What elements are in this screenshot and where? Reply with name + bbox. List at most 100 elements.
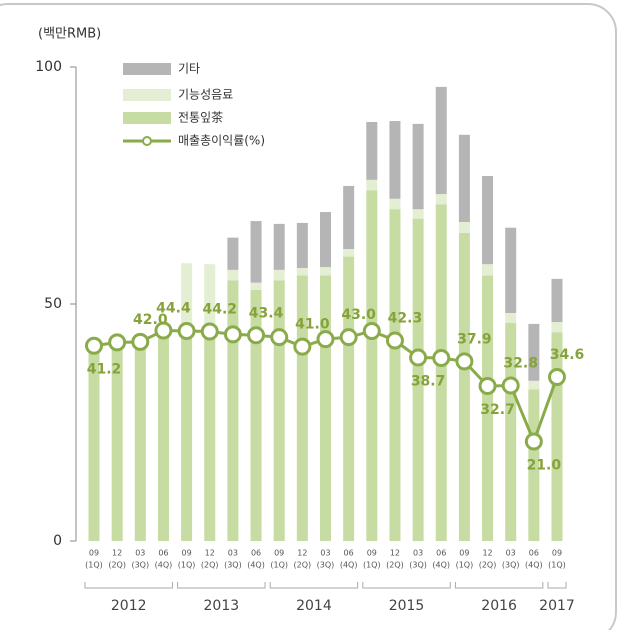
x-tick-label: 06 (158, 549, 168, 558)
x-tick-label: (4Q) (432, 561, 450, 570)
data-label: 42.0 (133, 312, 168, 328)
bar-segment (412, 218, 424, 541)
legend-label: 기능성음료 (178, 88, 233, 102)
bar-segment (528, 380, 540, 390)
legend-label: 매출총이익률(%) (178, 134, 265, 148)
x-tick-label: (3Q) (224, 561, 242, 570)
line-point (131, 332, 150, 351)
bar-segment (250, 282, 262, 290)
x-tick-label: (2Q) (479, 561, 497, 570)
bar-segment (412, 123, 424, 210)
y-tick-label: 0 (53, 533, 62, 549)
legend-label: 기타 (178, 62, 200, 76)
bar-segment (157, 332, 169, 541)
data-label: 38.7 (411, 374, 446, 390)
year-bracket (177, 582, 266, 589)
line-point (409, 348, 428, 367)
bar-segment (505, 322, 517, 541)
x-tick-label: (2Q) (201, 561, 219, 570)
y-axis-label: (백만RMB) (38, 27, 101, 42)
bar-segment (458, 134, 470, 222)
data-label: 44.4 (156, 301, 191, 317)
bar-segment (482, 176, 494, 265)
year-label: 2013 (204, 598, 240, 614)
year-bracket (84, 582, 173, 589)
year-label: 2017 (539, 598, 575, 614)
line-point (524, 432, 543, 451)
x-tick-label: (4Q) (340, 561, 358, 570)
data-label: 41.0 (295, 317, 330, 333)
bar-segment (343, 249, 355, 257)
legend-swatch (123, 89, 171, 101)
line-point (548, 367, 566, 386)
bar-segment (551, 332, 563, 541)
bar-segment (227, 280, 239, 541)
data-label: 41.2 (87, 362, 122, 378)
x-tick-label: (1Q) (363, 561, 381, 570)
bar-segment (482, 264, 494, 276)
bar-segment (458, 232, 470, 541)
x-tick-label: (3Q) (409, 561, 427, 570)
line-point (501, 376, 520, 395)
bar-segment (88, 351, 100, 541)
x-tick-label: 09 (89, 549, 99, 558)
bar-segment (435, 194, 447, 205)
bar-segment (389, 121, 401, 199)
bar-segment (389, 198, 401, 210)
x-tick-label: (1Q) (548, 561, 566, 570)
bar-segment (250, 289, 262, 541)
x-tick-label: (2Q) (294, 561, 312, 570)
year-label: 2012 (111, 598, 147, 614)
bar-segment (458, 221, 470, 233)
line-point (293, 337, 312, 356)
bar-segment (389, 209, 401, 541)
bar-segment (273, 269, 285, 281)
bar-segment (227, 237, 239, 270)
bar-segment (181, 263, 193, 333)
bar-segment (505, 313, 517, 323)
bar-segment (505, 227, 517, 314)
bar-segment (435, 86, 447, 195)
x-tick-label: 12 (205, 549, 215, 558)
year-label: 2016 (481, 598, 517, 614)
line-point (455, 352, 474, 371)
x-tick-label: 09 (459, 549, 469, 558)
x-tick-label: (2Q) (108, 561, 126, 570)
data-label: 43.0 (341, 307, 376, 323)
x-tick-label: 12 (112, 549, 122, 558)
line-point (200, 322, 219, 341)
bar-segment (343, 256, 355, 541)
bar-segment (551, 322, 563, 333)
year-bracket (454, 582, 544, 589)
x-tick-label: (4Q) (247, 561, 265, 570)
y-tick-label: 100 (35, 59, 62, 75)
x-tick-label: 09 (367, 549, 377, 558)
data-label: 42.3 (388, 310, 423, 326)
line-point (362, 322, 381, 341)
x-tick-label: 09 (274, 549, 284, 558)
line-point (478, 377, 497, 396)
x-tick-label: 12 (390, 549, 400, 558)
line-point (316, 330, 335, 349)
x-tick-label: 06 (344, 549, 354, 558)
y-tick-label: 50 (44, 296, 62, 312)
x-tick-label: (3Q) (131, 561, 149, 570)
bar-segment (366, 179, 378, 191)
x-tick-label: (1Q) (270, 561, 288, 570)
legend-swatch (123, 63, 171, 75)
bar-segment (296, 275, 308, 541)
x-tick-label: 03 (135, 549, 145, 558)
bar-segment (343, 185, 355, 250)
legend-label: 전통잎茶 (178, 110, 223, 125)
data-label: 21.0 (527, 457, 562, 473)
legend-marker (142, 136, 152, 146)
bar-segment (273, 280, 285, 541)
bar-segment (320, 267, 331, 276)
x-tick-label: 09 (552, 549, 562, 558)
year-bracket (547, 582, 567, 589)
bar-segment (181, 332, 193, 541)
line-point (270, 328, 289, 347)
data-label: 34.6 (550, 347, 585, 363)
line-point (177, 322, 196, 341)
